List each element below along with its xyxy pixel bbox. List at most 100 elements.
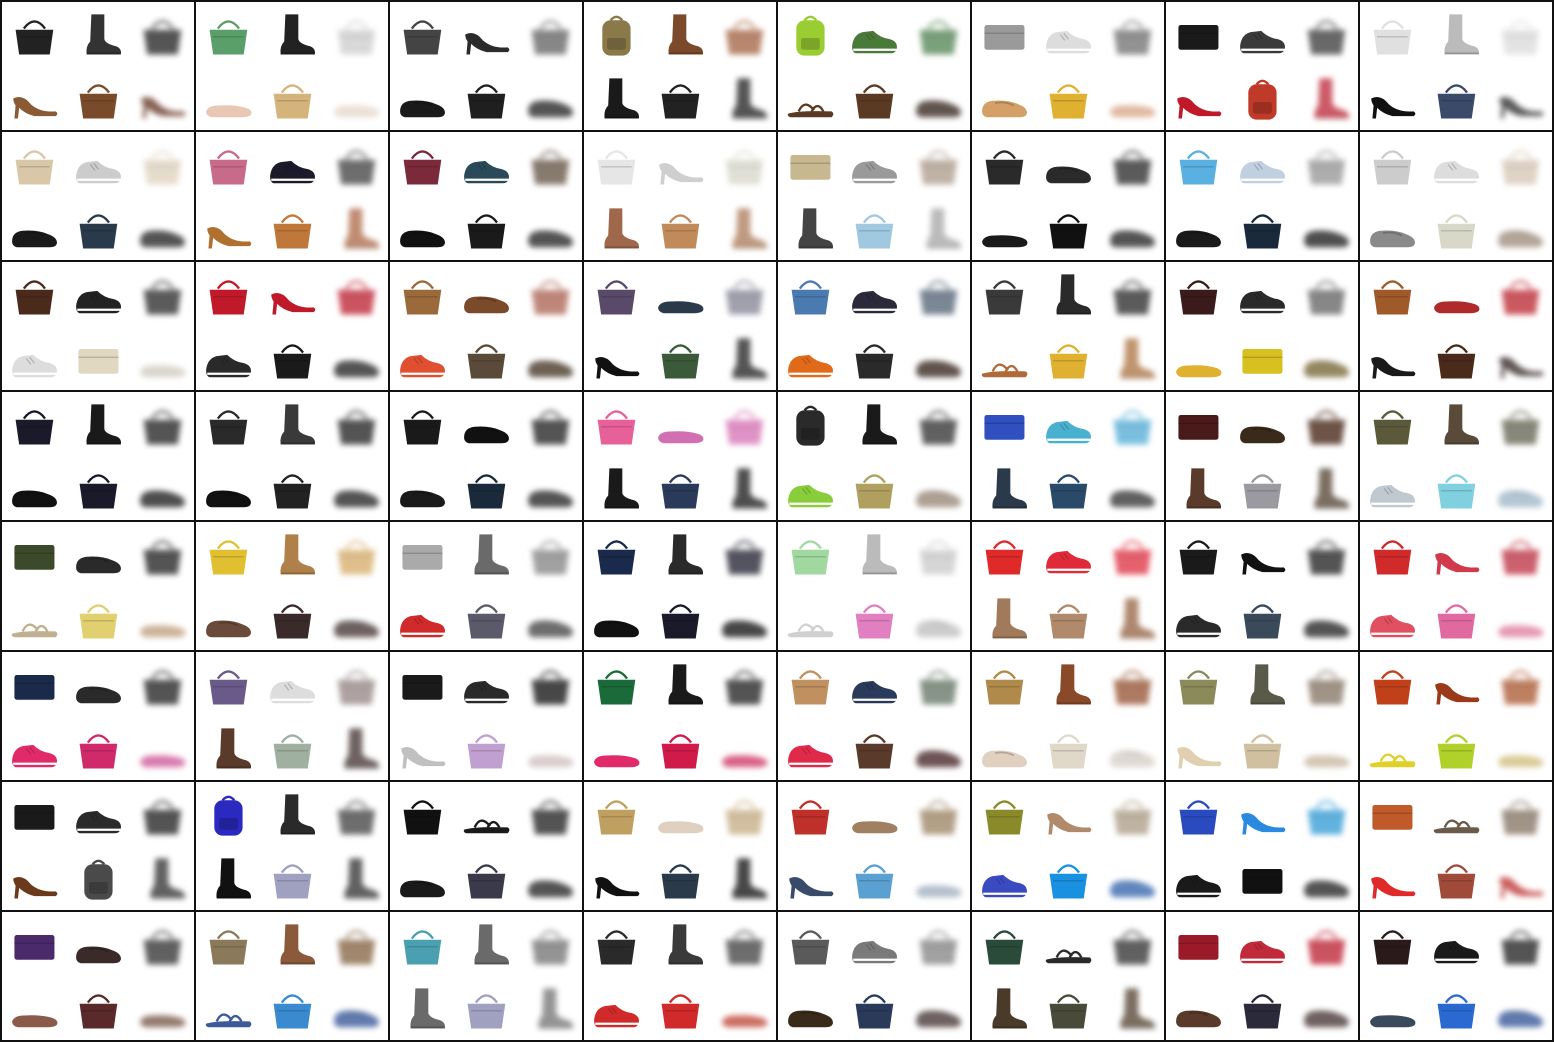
input-a-bottom bbox=[1166, 716, 1230, 780]
bag-image bbox=[209, 929, 247, 965]
heel-image bbox=[1434, 552, 1479, 575]
input-b-bottom bbox=[454, 716, 518, 780]
input-a-top bbox=[390, 392, 454, 456]
tile-r1-c8 bbox=[1360, 2, 1552, 130]
bag-image bbox=[79, 213, 117, 249]
output-top bbox=[712, 912, 776, 976]
loafer-image bbox=[1303, 880, 1349, 897]
output-top bbox=[518, 652, 582, 716]
input-a-top bbox=[972, 782, 1036, 846]
output-bottom bbox=[130, 586, 194, 650]
input-b-bottom bbox=[842, 716, 906, 780]
output-top bbox=[130, 782, 194, 846]
backpack-image bbox=[83, 859, 113, 900]
bag-image bbox=[1373, 409, 1411, 445]
output-top bbox=[1294, 652, 1358, 716]
bag-image bbox=[919, 409, 957, 445]
input-b-bottom bbox=[454, 976, 518, 1040]
output-top bbox=[1100, 522, 1164, 586]
input-a-bottom bbox=[196, 716, 260, 780]
output-top bbox=[324, 652, 388, 716]
boot-image bbox=[603, 467, 639, 509]
input-b-top bbox=[648, 652, 712, 716]
boot-image bbox=[603, 207, 639, 249]
input-b-bottom bbox=[648, 976, 712, 1040]
tile-r5-c5 bbox=[778, 522, 970, 650]
input-a-top bbox=[1166, 132, 1230, 196]
tile-r5-c3 bbox=[390, 522, 582, 650]
flat-image bbox=[205, 104, 251, 117]
flat-image bbox=[1497, 754, 1543, 767]
output-top bbox=[1488, 782, 1552, 846]
input-a-top bbox=[778, 132, 842, 196]
bag-image bbox=[1373, 929, 1411, 965]
input-a-bottom bbox=[390, 716, 454, 780]
loafer-image bbox=[399, 880, 445, 897]
input-b-top bbox=[648, 262, 712, 326]
bag-image bbox=[1113, 929, 1151, 965]
loafer-image bbox=[721, 620, 767, 637]
input-a-bottom bbox=[390, 326, 454, 390]
tile-r3-c7 bbox=[1166, 262, 1358, 390]
output-bottom bbox=[130, 976, 194, 1040]
output-top bbox=[1488, 132, 1552, 196]
bag-image bbox=[1243, 213, 1281, 249]
input-a-top bbox=[972, 652, 1036, 716]
output-bottom bbox=[130, 456, 194, 520]
bag-image bbox=[15, 149, 53, 185]
bag-image bbox=[985, 539, 1023, 575]
loafer-image bbox=[981, 100, 1027, 117]
output-bottom bbox=[1100, 456, 1164, 520]
input-a-bottom bbox=[1360, 976, 1424, 1040]
input-a-bottom bbox=[972, 586, 1036, 650]
output-top bbox=[712, 392, 776, 456]
bag-image bbox=[1113, 539, 1151, 575]
input-b-top bbox=[66, 262, 130, 326]
input-a-bottom bbox=[972, 716, 1036, 780]
backpack-image bbox=[601, 15, 631, 56]
boot-image bbox=[343, 857, 379, 899]
sneaker-image bbox=[463, 160, 509, 183]
input-a-bottom bbox=[1166, 326, 1230, 390]
loafer-image bbox=[463, 296, 509, 313]
boot-image bbox=[991, 467, 1027, 509]
loafer-image bbox=[1303, 230, 1349, 247]
output-top bbox=[906, 392, 970, 456]
input-a-top bbox=[390, 2, 454, 66]
boot-image bbox=[1443, 403, 1479, 445]
wallet-image bbox=[401, 674, 443, 700]
input-b-bottom bbox=[1036, 716, 1100, 780]
input-a-top bbox=[1360, 782, 1424, 846]
input-b-top bbox=[66, 652, 130, 716]
bag-image bbox=[1501, 409, 1539, 445]
bag-image bbox=[919, 669, 957, 705]
loafer-image bbox=[139, 490, 185, 507]
bag-image bbox=[337, 669, 375, 705]
input-b-top bbox=[842, 652, 906, 716]
input-a-bottom bbox=[2, 586, 66, 650]
sneaker-image bbox=[11, 744, 57, 767]
flat-image bbox=[657, 300, 703, 313]
output-bottom bbox=[1294, 196, 1358, 260]
input-b-bottom bbox=[260, 326, 324, 390]
input-b-top bbox=[842, 132, 906, 196]
input-a-top bbox=[972, 392, 1036, 456]
tile-r4-c4 bbox=[584, 392, 776, 520]
input-a-bottom bbox=[584, 196, 648, 260]
bag-image bbox=[337, 929, 375, 965]
bag-image bbox=[79, 603, 117, 639]
input-b-top bbox=[648, 912, 712, 976]
input-a-bottom bbox=[2, 976, 66, 1040]
tile-r6-c7 bbox=[1166, 652, 1358, 780]
loafer-image bbox=[915, 620, 961, 637]
input-b-top bbox=[1424, 262, 1488, 326]
bag-image bbox=[273, 733, 311, 769]
bag-image bbox=[661, 733, 699, 769]
bag-image bbox=[273, 993, 311, 1029]
bag-image bbox=[209, 539, 247, 575]
loafer-image bbox=[399, 100, 445, 117]
output-bottom bbox=[324, 586, 388, 650]
input-b-top bbox=[1424, 912, 1488, 976]
input-b-bottom bbox=[260, 66, 324, 130]
input-b-top bbox=[66, 132, 130, 196]
